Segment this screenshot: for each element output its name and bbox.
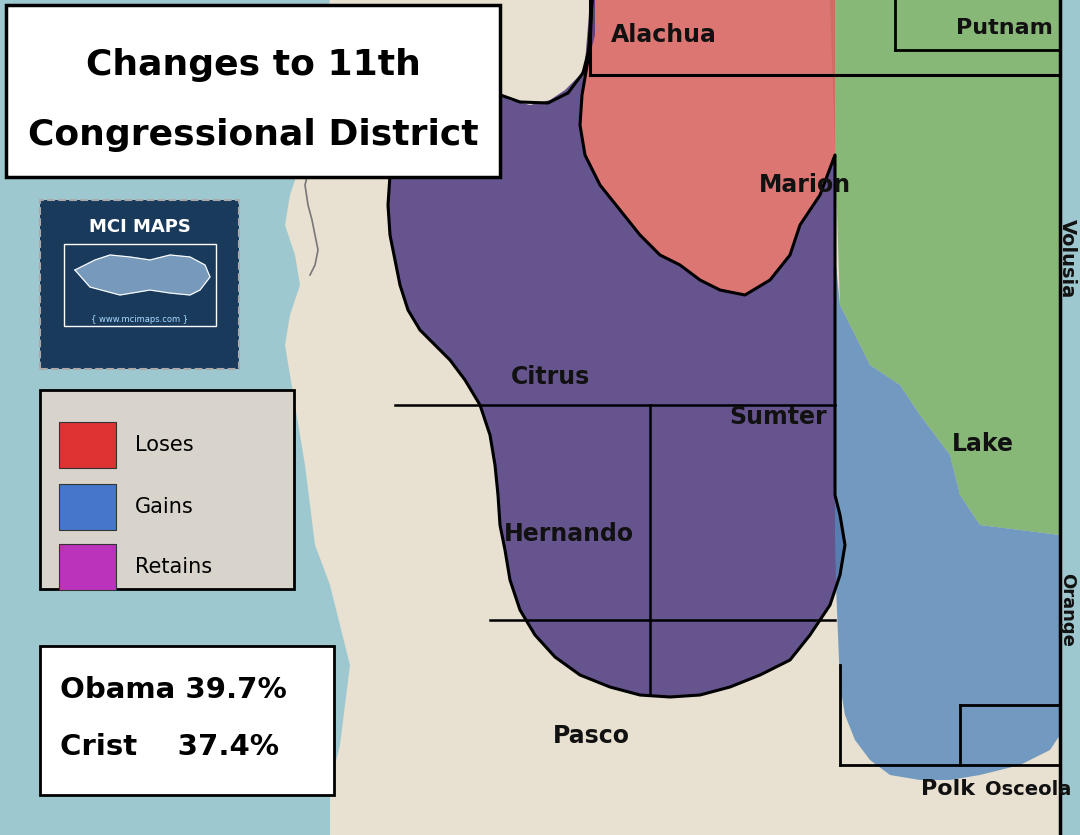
- FancyBboxPatch shape: [59, 422, 116, 468]
- Text: Gains: Gains: [135, 497, 193, 517]
- Text: Lake: Lake: [951, 433, 1014, 456]
- Text: Citrus: Citrus: [511, 366, 591, 389]
- Text: Alachua: Alachua: [611, 23, 717, 47]
- FancyBboxPatch shape: [6, 5, 500, 177]
- FancyBboxPatch shape: [64, 244, 216, 326]
- FancyBboxPatch shape: [59, 484, 116, 530]
- FancyBboxPatch shape: [40, 200, 239, 369]
- Polygon shape: [285, 0, 1059, 835]
- FancyBboxPatch shape: [40, 646, 334, 795]
- Text: Marion: Marion: [758, 174, 851, 197]
- Text: MCI MAPS: MCI MAPS: [89, 218, 191, 236]
- Text: Osceola: Osceola: [985, 780, 1071, 798]
- Text: Hernando: Hernando: [504, 523, 634, 546]
- Text: { www.mcimaps.com }: { www.mcimaps.com }: [92, 315, 189, 323]
- Polygon shape: [75, 255, 210, 295]
- Text: Putnam: Putnam: [956, 18, 1053, 38]
- Polygon shape: [831, 0, 1059, 535]
- Text: Loses: Loses: [135, 435, 193, 455]
- Text: Volusia: Volusia: [1057, 220, 1077, 298]
- Text: Orange: Orange: [1058, 573, 1076, 646]
- Text: Obama 39.7%: Obama 39.7%: [60, 676, 287, 704]
- Text: Changes to 11th: Changes to 11th: [85, 48, 420, 82]
- Text: Congressional District: Congressional District: [28, 118, 478, 152]
- Text: Pasco: Pasco: [553, 725, 631, 748]
- Polygon shape: [580, 0, 835, 295]
- Text: Polk: Polk: [921, 779, 975, 799]
- Polygon shape: [388, 0, 845, 697]
- FancyBboxPatch shape: [40, 390, 294, 589]
- Text: Retains: Retains: [135, 557, 212, 577]
- Polygon shape: [835, 155, 1059, 780]
- Text: Sumter: Sumter: [729, 406, 826, 429]
- FancyBboxPatch shape: [59, 544, 116, 590]
- Text: Crist    37.4%: Crist 37.4%: [60, 733, 279, 761]
